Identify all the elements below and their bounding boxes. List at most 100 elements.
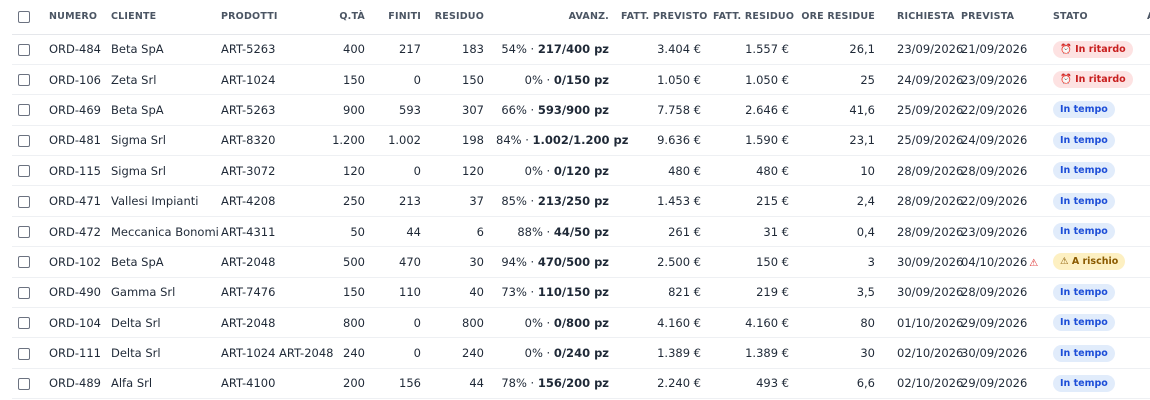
avanzamento-pieces: 217/400 pz <box>537 42 609 57</box>
col-header-finiti[interactable]: FINITI <box>371 0 427 35</box>
cell-azioni <box>1135 246 1150 278</box>
row-checkbox[interactable] <box>18 43 30 56</box>
row-select-cell[interactable] <box>12 94 43 126</box>
cell-prodotti: ART-8320 <box>215 125 313 157</box>
row-select-cell[interactable] <box>12 277 43 309</box>
cell-ore-residue: 80 <box>795 307 881 339</box>
col-header-ore-residue[interactable]: ORE RESIDUE <box>795 0 881 35</box>
col-header-residuo[interactable]: RESIDUO <box>427 0 490 35</box>
row-select-cell[interactable] <box>12 64 43 96</box>
row-checkbox[interactable] <box>18 377 30 390</box>
cell-numero[interactable]: ORD-111 <box>43 337 105 369</box>
status-badge: In tempo <box>1053 101 1115 119</box>
cell-avanzamento: 0% · 0/120 pz <box>490 155 615 187</box>
table-row[interactable]: ORD-115 Sigma Srl ART-3072 120 0 120 0% … <box>12 155 1150 187</box>
cell-qta: 200 <box>313 368 371 400</box>
cell-numero[interactable]: ORD-472 <box>43 216 105 248</box>
cell-avanzamento: 0% · 0/240 pz <box>490 337 615 369</box>
row-checkbox[interactable] <box>18 317 30 330</box>
cell-richiesta: 28/09/2026 <box>881 185 963 217</box>
table-row[interactable]: ORD-484 Beta SpA ART-5263 400 217 183 54… <box>12 34 1150 65</box>
cell-azioni <box>1135 94 1150 126</box>
row-checkbox[interactable] <box>18 165 30 178</box>
cell-stato: In tempo <box>1041 337 1135 369</box>
select-all-cell[interactable] <box>12 0 43 35</box>
col-header-fatt-residuo[interactable]: FATT. RESIDUO <box>707 0 795 35</box>
status-badge: In tempo <box>1053 344 1115 362</box>
cell-richiesta: 24/09/2026 <box>881 64 963 96</box>
prevista-date: 21/09/2026 <box>961 42 1028 57</box>
cell-finiti: 213 <box>371 185 427 217</box>
table-header: NUMERO CLIENTE PRODOTTI Q.TÀ FINITI RESI… <box>12 0 1150 35</box>
row-select-cell[interactable] <box>12 246 43 278</box>
cell-azioni <box>1135 185 1150 217</box>
avanzamento-percent: 88% · <box>517 224 554 239</box>
cell-numero[interactable]: ORD-104 <box>43 307 105 339</box>
col-header-prevista[interactable]: PREVISTA <box>955 0 1041 35</box>
col-header-fatt-previsto[interactable]: FATT. PREVISTO <box>615 0 707 35</box>
cell-numero[interactable]: ORD-490 <box>43 277 105 309</box>
table-row[interactable]: ORD-104 Delta Srl ART-2048 800 0 800 0% … <box>12 307 1150 339</box>
table-row[interactable]: ORD-481 Sigma Srl ART-8320 1.200 1.002 1… <box>12 125 1150 157</box>
row-select-cell[interactable] <box>12 216 43 248</box>
cell-qta: 50 <box>313 216 371 248</box>
cell-fatt-residuo: 1.050 € <box>707 64 795 96</box>
table-row[interactable]: ORD-111 Delta Srl ART-1024 ART-2048 240 … <box>12 337 1150 369</box>
status-badge: In tempo <box>1053 314 1115 332</box>
row-checkbox[interactable] <box>18 104 30 117</box>
table-row[interactable]: ORD-472 Meccanica Bonomi ART-4311 50 44 … <box>12 216 1150 248</box>
cell-numero[interactable]: ORD-481 <box>43 125 105 157</box>
cell-fatt-previsto: 1.050 € <box>615 64 707 96</box>
cell-fatt-residuo: 150 € <box>707 246 795 278</box>
row-select-cell[interactable] <box>12 185 43 217</box>
row-checkbox[interactable] <box>18 347 30 360</box>
cell-residuo: 30 <box>427 246 490 278</box>
cell-fatt-previsto: 3.404 € <box>615 34 707 65</box>
row-select-cell[interactable] <box>12 125 43 157</box>
avanzamento-pieces: 213/250 pz <box>537 194 609 209</box>
cell-numero[interactable]: ORD-115 <box>43 155 105 187</box>
cell-numero[interactable]: ORD-489 <box>43 368 105 400</box>
table-row[interactable]: ORD-489 Alfa Srl ART-4100 200 156 44 78%… <box>12 368 1150 400</box>
col-header-cliente[interactable]: CLIENTE <box>105 0 215 35</box>
cell-stato: In tempo <box>1041 368 1135 400</box>
cell-numero[interactable]: ORD-106 <box>43 64 105 96</box>
avanzamento-percent: 0% · <box>524 72 554 87</box>
row-select-cell[interactable] <box>12 34 43 65</box>
row-select-cell[interactable] <box>12 337 43 369</box>
col-header-stato[interactable]: STATO <box>1041 0 1135 35</box>
table-row[interactable]: ORD-102 Beta SpA ART-2048 500 470 30 94%… <box>12 246 1150 278</box>
table-row[interactable]: ORD-490 Gamma Srl ART-7476 150 110 40 73… <box>12 277 1150 309</box>
avanzamento-pieces: 0/150 pz <box>553 72 609 87</box>
table-row[interactable]: ORD-106 Zeta Srl ART-1024 150 0 150 0% ·… <box>12 64 1150 96</box>
row-select-cell[interactable] <box>12 368 43 400</box>
row-checkbox[interactable] <box>18 226 30 239</box>
cell-numero[interactable]: ORD-102 <box>43 246 105 278</box>
row-checkbox[interactable] <box>18 256 30 269</box>
row-select-cell[interactable] <box>12 307 43 339</box>
col-header-prodotti[interactable]: PRODOTTI <box>215 0 313 35</box>
col-header-qta[interactable]: Q.TÀ <box>313 0 371 35</box>
cell-numero[interactable]: ORD-471 <box>43 185 105 217</box>
col-header-numero[interactable]: NUMERO <box>43 0 105 35</box>
row-checkbox[interactable] <box>18 195 30 208</box>
cell-prodotti: ART-1024 ART-2048 <box>215 337 333 369</box>
table-row[interactable]: ORD-469 Beta SpA ART-5263 900 593 307 66… <box>12 94 1150 126</box>
row-checkbox[interactable] <box>18 134 30 147</box>
prevista-date: 29/09/2026 <box>961 315 1028 330</box>
cell-finiti: 0 <box>371 307 427 339</box>
row-select-cell[interactable] <box>12 155 43 187</box>
col-header-richiesta[interactable]: RICHIESTA <box>881 0 955 35</box>
row-checkbox[interactable] <box>18 74 30 87</box>
select-all-checkbox[interactable] <box>18 10 30 23</box>
table-row[interactable]: ORD-471 Vallesi Impianti ART-4208 250 21… <box>12 185 1150 217</box>
col-header-avanzamento[interactable]: AVANZ. <box>490 0 615 35</box>
cell-residuo: 307 <box>427 94 490 126</box>
avanzamento-pieces: 110/150 pz <box>537 285 609 300</box>
cell-numero[interactable]: ORD-484 <box>43 34 105 65</box>
cell-avanzamento: 0% · 0/150 pz <box>490 64 615 96</box>
cell-numero[interactable]: ORD-469 <box>43 94 105 126</box>
row-checkbox[interactable] <box>18 286 30 299</box>
avanzamento-percent: 85% · <box>501 194 538 209</box>
avanzamento-percent: 66% · <box>501 102 538 117</box>
